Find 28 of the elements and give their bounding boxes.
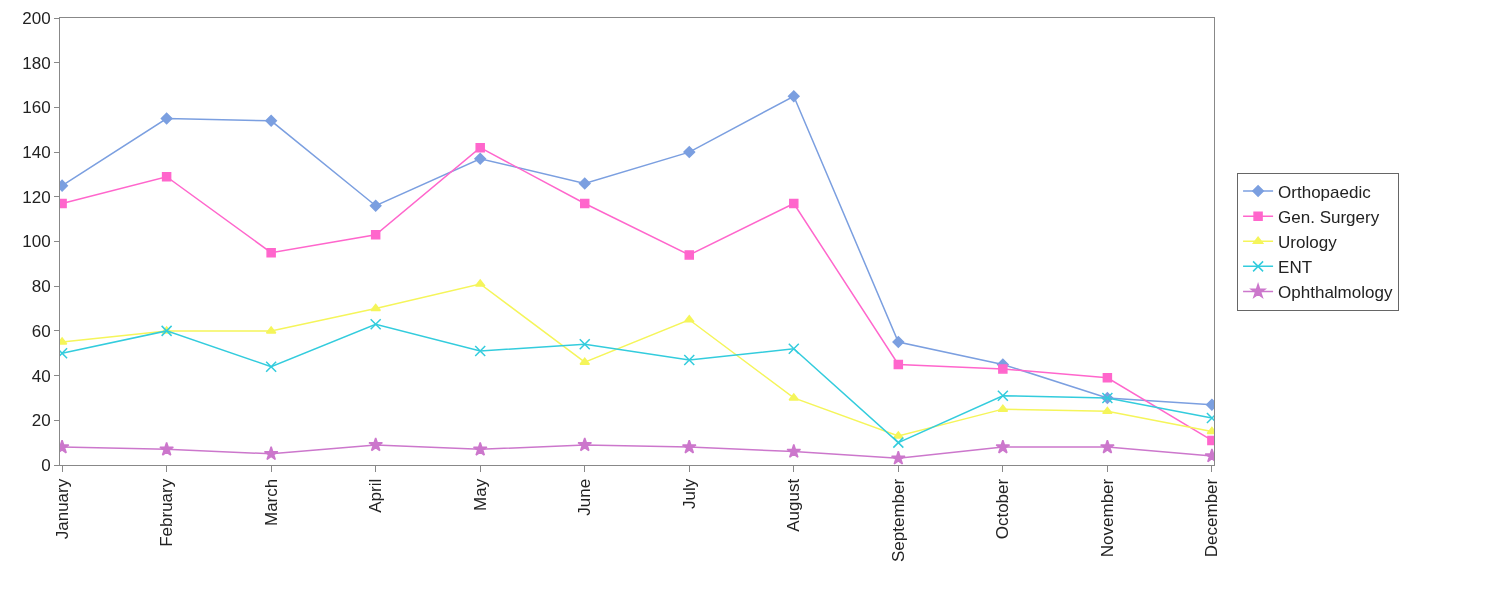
y-tick-label: 60 <box>31 321 51 341</box>
x-tick-label: April <box>366 478 386 513</box>
legend-label: Urology <box>1278 232 1338 252</box>
y-tick-label: 40 <box>31 366 51 386</box>
y-tick-label: 200 <box>22 8 51 28</box>
y-tick-label: 20 <box>31 411 51 431</box>
x-tick-label: November <box>1097 478 1117 558</box>
x-tick-label: February <box>157 478 177 547</box>
y-tick-label: 80 <box>31 277 51 297</box>
legend-label: Gen. Surgery <box>1278 207 1380 227</box>
x-tick-label: March <box>261 478 281 527</box>
x-tick-label: May <box>470 478 490 511</box>
y-tick-label: 180 <box>22 53 51 73</box>
x-tick-label: January <box>52 478 72 540</box>
x-tick-label: December <box>1202 478 1222 558</box>
x-tick-label: June <box>575 478 595 516</box>
y-tick-label: 100 <box>22 232 51 252</box>
x-tick-label: July <box>679 478 699 510</box>
y-tick-label: 0 <box>41 455 51 475</box>
x-tick-label: October <box>993 478 1013 540</box>
y-tick-label: 140 <box>22 143 51 163</box>
y-tick-label: 120 <box>22 187 51 207</box>
y-tick-label: 160 <box>22 98 51 118</box>
x-tick-label: August <box>784 478 804 532</box>
legend-label: ENT <box>1278 257 1313 277</box>
x-tick-label: September <box>888 478 908 562</box>
legend-label: Ophthalmology <box>1278 283 1393 303</box>
legend-label: Orthopaedic <box>1278 182 1372 202</box>
